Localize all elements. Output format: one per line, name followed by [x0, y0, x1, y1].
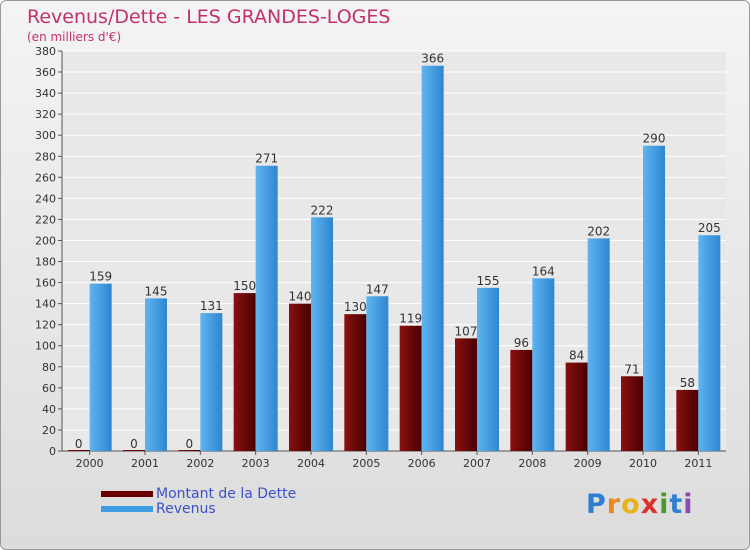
chart-subtitle: (en milliers d'€): [27, 30, 122, 44]
legend-label-dette: Montant de la Dette: [156, 486, 297, 502]
legend-swatch-revenus: [101, 506, 153, 512]
y-tick-label: 260: [35, 171, 56, 184]
x-tick-label: 2011: [684, 457, 712, 470]
bar-dette-2001: [123, 450, 145, 451]
bar-dette-2011: [676, 389, 699, 451]
data-label-dette-2004: 140: [289, 290, 312, 304]
data-label-dette-2000: 0: [75, 437, 83, 451]
y-tick-label: 360: [35, 66, 56, 79]
data-label-dette-2003: 150: [233, 279, 256, 293]
logo-letter: r: [606, 489, 622, 520]
data-label-revenus-2011: 205: [698, 221, 721, 235]
bar-dette-2007: [455, 338, 477, 451]
x-tick-label: 2009: [574, 457, 602, 470]
y-tick-label: 140: [35, 298, 56, 311]
bar-revenus-2009: [587, 238, 610, 451]
chart-title: Revenus/Dette - LES GRANDES-LOGES: [27, 6, 391, 28]
y-tick-label: 320: [35, 108, 56, 121]
bar-dette-2008: [510, 349, 533, 451]
y-tick-label: 80: [42, 361, 56, 374]
data-label-revenus-2007: 155: [477, 274, 500, 288]
data-label-dette-2006: 119: [399, 312, 422, 326]
data-label-revenus-2006: 366: [421, 52, 444, 66]
y-tick-label: 280: [35, 150, 56, 163]
bar-revenus-2008: [532, 278, 555, 451]
plot-area: [62, 51, 726, 451]
bar-revenus-2004: [311, 217, 333, 451]
bar-revenus-2001: [145, 298, 167, 451]
bar-dette-2000: [67, 450, 90, 451]
y-tick-label: 20: [42, 424, 56, 437]
y-tick-label: 380: [35, 45, 56, 58]
y-tick-label: 300: [35, 129, 56, 142]
y-tick-label: 220: [35, 213, 56, 226]
bar-dette-2002: [178, 450, 201, 451]
data-label-revenus-2005: 147: [366, 282, 389, 296]
x-tick-label: 2005: [352, 457, 380, 470]
data-label-dette-2010: 71: [624, 362, 639, 376]
data-label-revenus-2004: 222: [311, 203, 334, 217]
bar-dette-2004: [289, 303, 311, 451]
x-tick-label: 2003: [242, 457, 270, 470]
x-tick-label: 2010: [629, 457, 657, 470]
data-label-revenus-2002: 131: [200, 299, 223, 313]
bar-dette-2010: [621, 376, 643, 451]
bar-revenus-2002: [200, 313, 223, 451]
data-label-dette-2009: 84: [569, 349, 584, 363]
bar-revenus-2010: [643, 145, 665, 451]
logo-letter: P: [586, 489, 607, 520]
bar-dette-2006: [399, 325, 422, 451]
logo-letter: x: [640, 489, 660, 520]
data-label-revenus-2003: 271: [255, 152, 278, 166]
data-label-dette-2001: 0: [130, 437, 138, 451]
y-tick-label: 240: [35, 192, 56, 205]
y-tick-label: 200: [35, 234, 56, 247]
x-tick-label: 2004: [297, 457, 325, 470]
y-tick-label: 0: [49, 445, 56, 458]
bar-dette-2009: [565, 362, 588, 451]
y-tick-label: 160: [35, 277, 56, 290]
bar-revenus-2011: [698, 235, 721, 451]
bar-revenus-2007: [477, 287, 499, 451]
data-label-dette-2011: 58: [680, 376, 695, 390]
x-tick-label: 2007: [463, 457, 491, 470]
data-label-dette-2002: 0: [186, 437, 194, 451]
bar-revenus-2003: [255, 165, 278, 451]
bar-revenus-2006: [421, 65, 444, 451]
logo-letter: t: [669, 489, 684, 520]
legend-swatch-dette: [101, 491, 153, 497]
data-label-dette-2007: 107: [455, 324, 478, 338]
y-tick-label: 60: [42, 382, 56, 395]
data-label-dette-2008: 96: [514, 336, 529, 350]
data-label-revenus-2009: 202: [587, 224, 610, 238]
y-tick-label: 340: [35, 87, 56, 100]
legend-label-revenus: Revenus: [156, 501, 216, 517]
bar-revenus-2000: [89, 283, 112, 451]
y-tick-label: 180: [35, 256, 56, 269]
bar-dette-2003: [233, 293, 256, 451]
logo-letter: i: [659, 489, 670, 520]
x-tick-label: 2006: [408, 457, 436, 470]
data-label-revenus-2010: 290: [643, 132, 666, 146]
y-tick-label: 40: [42, 403, 56, 416]
x-tick-label: 2000: [76, 457, 104, 470]
data-label-revenus-2000: 159: [89, 270, 112, 284]
data-label-dette-2005: 130: [344, 300, 367, 314]
x-tick-label: 2001: [131, 457, 159, 470]
logo-letter: i: [683, 489, 694, 520]
y-tick-label: 100: [35, 340, 56, 353]
x-tick-label: 2008: [518, 457, 546, 470]
data-label-revenus-2008: 164: [532, 264, 555, 278]
proxiti-logo: Proxiti: [586, 489, 694, 520]
y-tick-label: 120: [35, 319, 56, 332]
data-label-revenus-2001: 145: [145, 284, 168, 298]
bar-revenus-2005: [366, 296, 389, 451]
bar-dette-2005: [344, 314, 367, 451]
logo-letter: o: [621, 489, 641, 520]
x-tick-label: 2002: [186, 457, 214, 470]
